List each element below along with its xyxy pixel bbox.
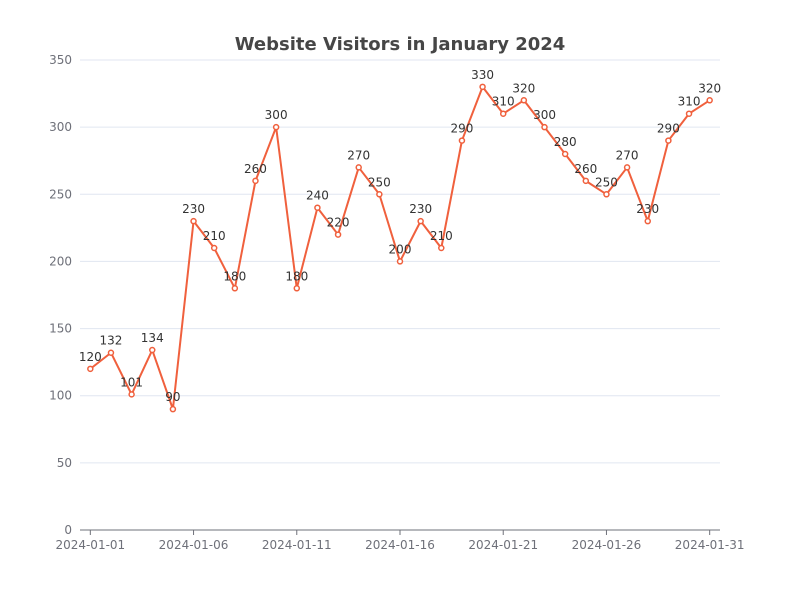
- data-point: [252, 177, 259, 185]
- data-point: [520, 97, 528, 104]
- data-label: 290: [450, 122, 473, 136]
- x-tick-label: 2024-01-06: [159, 538, 229, 552]
- data-points: [87, 83, 713, 413]
- data-point: [314, 204, 321, 211]
- data-point: [190, 217, 197, 225]
- data-point: [169, 405, 177, 413]
- x-tick-label: 2024-01-31: [675, 538, 745, 552]
- data-label: 310: [492, 95, 515, 109]
- data-point: [644, 217, 651, 225]
- data-point: [499, 110, 507, 117]
- data-point: [623, 164, 631, 171]
- data-label: 250: [368, 175, 391, 189]
- data-point: [334, 231, 342, 238]
- y-tick-label: 300: [49, 120, 72, 134]
- data-point: [603, 191, 610, 198]
- data-label: 270: [347, 148, 370, 162]
- data-label: 101: [120, 375, 143, 389]
- data-label: 290: [657, 122, 680, 136]
- data-label: 132: [100, 334, 123, 348]
- y-tick-label: 350: [49, 53, 72, 67]
- data-labels: 120 132 101 134 90 230 210 180 260 300 180 240 220 27…: [79, 68, 721, 404]
- data-label: 330: [471, 68, 494, 82]
- data-point: [706, 97, 713, 104]
- y-tick-label: 250: [49, 187, 72, 201]
- data-label: 200: [389, 242, 412, 256]
- data-point: [107, 349, 115, 356]
- x-tick-label: 2024-01-11: [262, 538, 332, 552]
- data-label: 210: [203, 229, 226, 243]
- data-label: 180: [223, 269, 246, 283]
- y-tick-label: 50: [57, 456, 72, 470]
- data-label: 210: [430, 229, 453, 243]
- data-label: 260: [574, 162, 597, 176]
- data-label: 90: [165, 390, 180, 404]
- x-tick-label: 2024-01-21: [468, 538, 538, 552]
- data-point: [128, 391, 135, 398]
- data-label: 120: [79, 350, 102, 364]
- data-label: 134: [141, 331, 164, 345]
- data-point: [458, 137, 466, 144]
- data-point: [149, 346, 156, 354]
- data-label: 320: [698, 81, 721, 95]
- y-tick-label: 100: [49, 389, 72, 403]
- y-tick-label: 150: [49, 322, 72, 336]
- data-label: 260: [244, 162, 267, 176]
- data-label: 240: [306, 189, 329, 203]
- data-point: [293, 285, 301, 292]
- chart-title: Website Visitors in January 2024: [235, 34, 566, 55]
- x-tick-label: 2024-01-01: [55, 538, 125, 552]
- grid-lines: [80, 59, 720, 464]
- x-tick-label: 2024-01-26: [572, 538, 642, 552]
- x-tick-label: 2024-01-16: [365, 538, 435, 552]
- data-point: [541, 123, 548, 131]
- data-label: 300: [265, 108, 288, 122]
- data-label: 230: [182, 202, 205, 216]
- data-point: [417, 217, 424, 225]
- axes: 0 50 100 150 200 250 300 350 2024-01-01 2024-01-0…: [49, 53, 744, 552]
- data-point: [272, 123, 280, 131]
- data-label: 180: [285, 269, 308, 283]
- data-label: 230: [636, 202, 659, 216]
- data-label: 310: [678, 95, 701, 109]
- data-point: [396, 258, 404, 265]
- data-point: [438, 244, 445, 252]
- data-point: [376, 191, 383, 198]
- data-point: [355, 164, 362, 171]
- data-point: [479, 83, 486, 91]
- data-point: [561, 150, 569, 158]
- data-point: [685, 110, 693, 117]
- data-label: 270: [616, 148, 639, 162]
- data-point: [231, 285, 239, 292]
- y-tick-label: 0: [64, 523, 72, 537]
- data-label: 230: [409, 202, 432, 216]
- data-label: 250: [595, 175, 618, 189]
- y-tick-label: 200: [49, 254, 72, 268]
- data-point: [87, 365, 94, 373]
- data-point: [582, 177, 590, 185]
- data-label: 300: [533, 108, 556, 122]
- data-label: 280: [554, 135, 577, 149]
- data-label: 220: [327, 216, 350, 230]
- data-point: [210, 244, 218, 252]
- data-label: 320: [512, 81, 535, 95]
- data-point: [665, 137, 672, 144]
